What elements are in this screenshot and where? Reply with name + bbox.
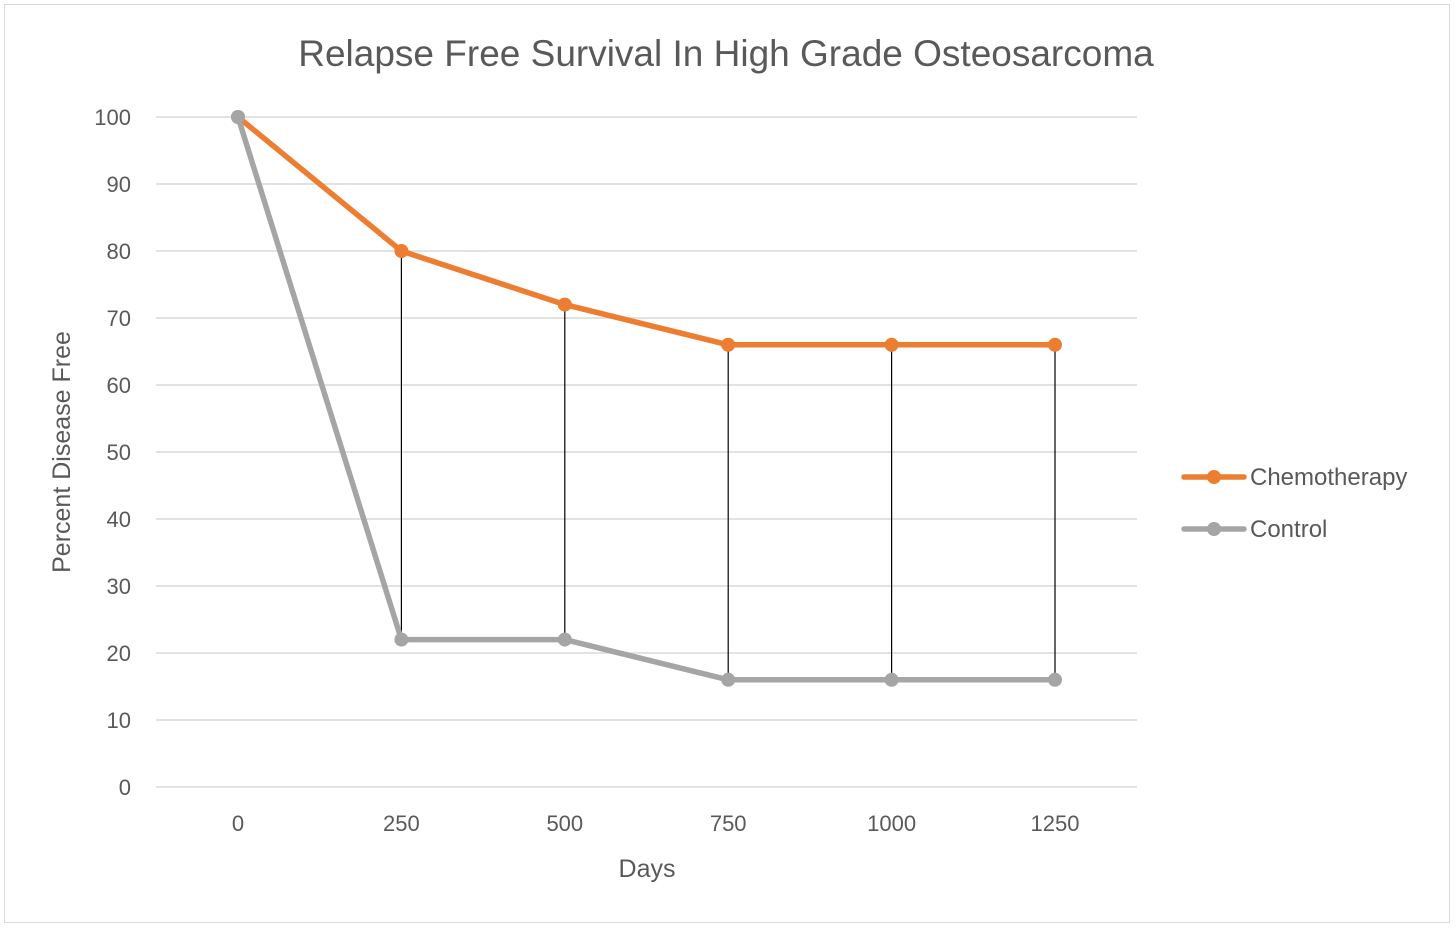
y-tick-label: 40 [107, 507, 131, 532]
y-tick-label: 80 [107, 239, 131, 264]
y-axis-ticks: 0 10 20 30 40 50 60 70 80 90 100 [94, 105, 131, 800]
x-tick-label: 1250 [1031, 811, 1080, 836]
x-axis-ticks: 0 250 500 750 1000 1250 [232, 811, 1080, 836]
y-tick-label: 30 [107, 574, 131, 599]
data-point [721, 337, 736, 352]
legend-label: Chemotherapy [1250, 464, 1407, 491]
gridlines [156, 116, 1137, 788]
series-line [235, 114, 1058, 683]
y-tick-label: 90 [107, 172, 131, 197]
data-point [884, 672, 899, 687]
data-point [721, 672, 736, 687]
x-tick-label: 0 [232, 811, 244, 836]
x-tick-label: 250 [383, 811, 420, 836]
data-point [394, 244, 409, 258]
legend: Chemotherapy Control [1181, 464, 1407, 543]
x-tick-label: 500 [546, 811, 583, 836]
legend-swatch-marker [1207, 522, 1221, 536]
x-axis-title: Days [619, 855, 676, 883]
data-point [231, 110, 245, 124]
x-tick-label: 750 [710, 811, 747, 836]
y-axis-title: Percent Disease Free [48, 331, 76, 573]
y-tick-label: 60 [107, 373, 131, 398]
series-control [231, 110, 1062, 687]
y-tick-label: 20 [107, 641, 131, 666]
data-point [884, 337, 899, 352]
x-tick-label: 1000 [867, 811, 916, 836]
data-point [394, 632, 409, 647]
chart-title: Relapse Free Survival In High Grade Oste… [298, 33, 1154, 74]
series-line [235, 114, 1058, 348]
chart-frame [4, 4, 1450, 923]
series-layer [231, 110, 1062, 687]
legend-item-control: Control [1181, 516, 1327, 543]
legend-swatch-marker [1207, 470, 1221, 484]
legend-item-chemotherapy: Chemotherapy [1181, 464, 1407, 491]
y-tick-label: 10 [107, 708, 131, 733]
legend-label: Control [1250, 516, 1327, 543]
drop-lines [400, 251, 1056, 680]
data-point [557, 297, 572, 312]
data-point [557, 632, 572, 647]
data-point [1048, 672, 1062, 687]
series-chemotherapy [231, 110, 1062, 352]
y-tick-label: 50 [107, 440, 131, 465]
y-tick-label: 0 [119, 775, 131, 800]
y-tick-label: 70 [107, 306, 131, 331]
y-tick-label: 100 [94, 105, 131, 130]
data-point [1048, 337, 1062, 352]
